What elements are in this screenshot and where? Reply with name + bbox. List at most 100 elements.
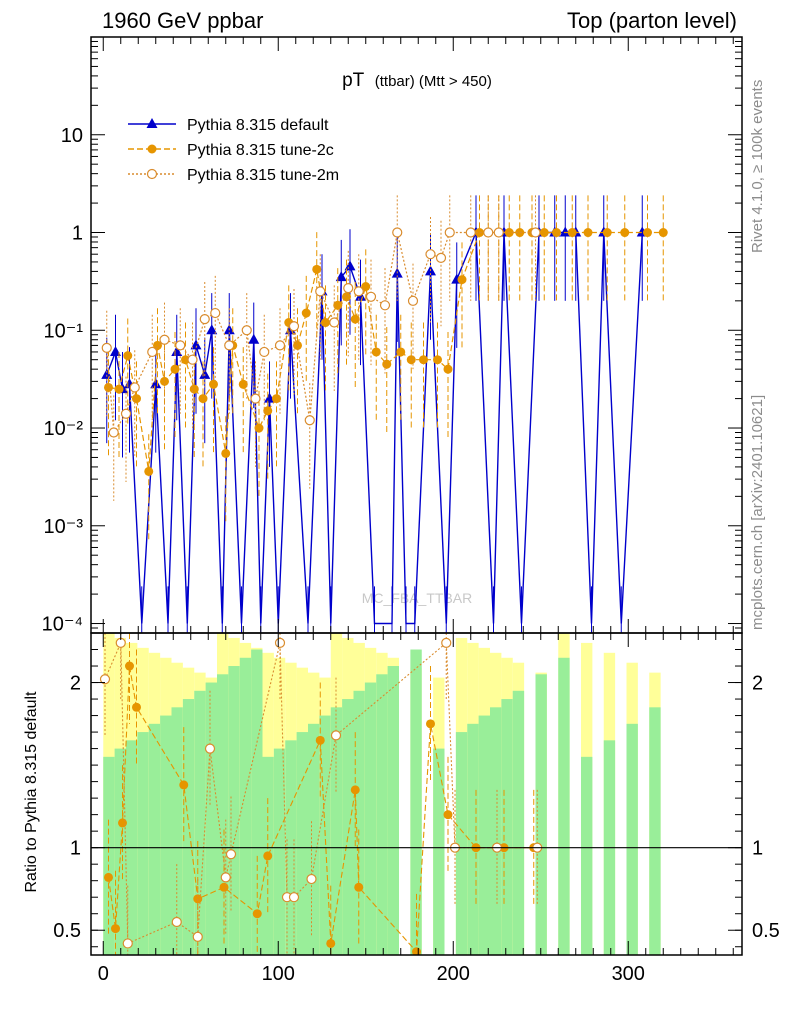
data-point	[344, 260, 356, 271]
ratio-point	[179, 780, 189, 790]
ratio-point	[274, 637, 286, 649]
main-series-layer	[101, 195, 668, 633]
data-point	[515, 228, 525, 238]
header-left: 1960 GeV ppbar	[102, 8, 263, 33]
ratio-point	[263, 851, 273, 861]
data-point	[407, 295, 419, 306]
data-point	[206, 324, 218, 335]
data-point	[108, 427, 119, 438]
ratio-ylabel: Ratio to Pythia 8.315 default	[23, 691, 40, 893]
ratio-point	[99, 674, 111, 685]
ratio-point	[171, 916, 182, 928]
ratio-band-green	[251, 649, 263, 955]
ratio-band-green	[296, 732, 308, 955]
ratio-point	[111, 924, 120, 934]
ratio-point	[326, 938, 336, 948]
data-point	[382, 359, 392, 369]
data-point	[392, 227, 403, 238]
y-tick-label: 10⁻¹	[44, 320, 84, 342]
data-point	[101, 342, 112, 354]
ratio-point	[315, 735, 325, 745]
ratio-band-green	[330, 707, 343, 955]
series-line	[106, 231, 536, 435]
data-point	[198, 394, 208, 404]
data-point	[350, 314, 360, 324]
data-point	[189, 384, 199, 394]
data-point	[583, 228, 593, 238]
title-sub: (ttbar) (Mtt > 450)	[375, 73, 492, 90]
y-tick-label: 10⁻²	[44, 418, 84, 440]
data-point	[199, 314, 210, 325]
data-point	[101, 368, 113, 379]
legend-label: Pythia 8.315 tune-2m	[187, 167, 339, 184]
data-point	[315, 286, 326, 297]
data-point	[361, 282, 371, 292]
x-tick-label: 200	[437, 963, 470, 985]
data-point	[147, 346, 158, 358]
ratio-point	[426, 719, 435, 729]
data-point	[443, 364, 453, 374]
data-point	[539, 228, 549, 238]
data-point	[335, 271, 347, 282]
data-point	[365, 291, 377, 302]
ratio-point	[132, 702, 141, 712]
ratio-frame	[90, 632, 743, 956]
axes-layer: 10⁻⁴ 10⁻³ 10⁻² 10⁻¹ 1 10 0.5 0.5 1 1 2 2 0 100 200 300	[42, 36, 780, 985]
data-point	[153, 340, 162, 350]
data-point	[406, 355, 416, 365]
data-point	[379, 300, 391, 311]
ratio-point	[204, 743, 216, 754]
data-point	[221, 448, 231, 458]
data-point	[419, 355, 428, 365]
x-tick-label: 0	[98, 963, 109, 985]
ratio-band-green	[535, 674, 547, 955]
data-point	[272, 394, 281, 404]
ratio-band-green	[626, 723, 638, 955]
legend: Pythia 8.315 default Pythia 8.315 tune-2c…	[128, 117, 339, 184]
ratio-point	[306, 873, 317, 885]
data-point	[259, 346, 270, 358]
data-point	[304, 415, 315, 426]
ratio-point	[219, 882, 229, 892]
data-point	[110, 345, 121, 356]
data-point	[114, 384, 124, 394]
ratio-band-green	[467, 723, 479, 955]
ratio-point	[118, 818, 127, 828]
data-point	[658, 228, 668, 238]
ratio-band-green	[273, 748, 286, 955]
data-point	[132, 394, 141, 404]
ratio-point	[225, 849, 237, 860]
ratio-band-green	[376, 674, 388, 955]
ratio-point	[104, 872, 113, 882]
data-point	[435, 252, 447, 263]
data-point	[371, 347, 381, 357]
ratio-band-green	[558, 657, 570, 955]
ratio-band-green	[160, 715, 172, 955]
ratio-band-green	[478, 715, 490, 955]
data-point	[312, 264, 322, 274]
y-tick-label: 10	[61, 125, 83, 147]
legend-marker	[146, 118, 158, 128]
ratio-band-green	[387, 666, 399, 955]
ratio-y-tick-label: 2	[70, 673, 81, 695]
data-point	[457, 275, 467, 285]
data-point	[301, 308, 311, 318]
data-point	[263, 406, 273, 416]
ratio-band-green	[455, 732, 468, 955]
ratio-y-tick-label-right: 1	[752, 838, 763, 860]
data-point	[248, 333, 260, 344]
data-point	[620, 228, 630, 238]
data-point	[483, 227, 494, 238]
ratio-band-green	[308, 723, 320, 955]
ratio-uncertainty-bands	[103, 633, 661, 955]
ratio-point	[288, 892, 300, 903]
data-point	[187, 354, 198, 365]
data-point	[241, 325, 252, 336]
ratio-y-tick-label: 0.5	[53, 920, 81, 942]
ratio-point	[122, 938, 133, 949]
ratio-band-green	[501, 699, 513, 955]
ratio-point	[252, 909, 262, 919]
ratio-y-tick-label-right: 0.5	[752, 920, 780, 942]
data-point	[150, 378, 162, 389]
